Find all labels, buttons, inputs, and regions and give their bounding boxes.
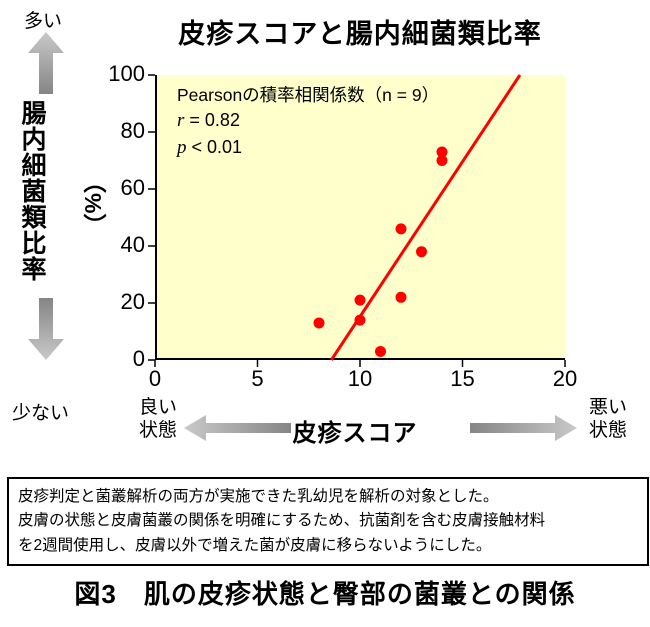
y-tick-label: 80 — [120, 118, 145, 143]
y-tick-label: 100 — [108, 61, 145, 86]
x-bad-line2: 状態 — [588, 420, 627, 442]
data-point — [436, 146, 448, 158]
data-point — [436, 155, 448, 166]
x-bad-state-label: 悪い 状態 — [576, 396, 640, 442]
x-good-state-label: 良い 状態 — [126, 396, 190, 442]
note-line: 皮疹判定と菌叢解析の両方が実施できた乳幼児を解析の対象とした。 — [18, 488, 499, 505]
r-value-line: r = 0.82 — [177, 108, 439, 135]
note-line: を2週間使用し、皮膚以外で増えた菌が皮膚に移らないようにした。 — [18, 536, 492, 554]
data-point — [313, 317, 325, 329]
chart-title: 皮疹スコアと腸内細菌類比率 — [178, 19, 542, 49]
y-tick-label: 20 — [120, 289, 145, 314]
right-arrow-icon — [470, 415, 577, 441]
note-line: 皮膚の状態と皮膚菌叢の関係を明確にするため、抗菌剤を含む皮膚接触材料 — [18, 512, 546, 530]
data-point — [395, 291, 407, 303]
scatter-plot — [148, 74, 566, 367]
data-point — [354, 314, 366, 326]
note-box: 皮疹判定と菌叢解析の両方が実施できた乳幼児を解析の対象とした。 皮膚の状態と皮膚… — [7, 477, 649, 567]
p-value: < 0.01 — [186, 136, 243, 157]
y-axis-label: 腸内細菌類比率 — [18, 100, 46, 282]
data-point — [416, 246, 427, 258]
figure-caption: 図3 肌の皮疹状態と臀部の菌叢との関係 — [74, 579, 576, 609]
y-axis-unit-label: （%） — [80, 170, 106, 237]
x-tick-label: 10 — [347, 366, 373, 391]
r-value: = 0.82 — [184, 109, 240, 130]
y-tick-label: 0 — [132, 346, 145, 371]
pearson-line: Pearsonの積率相関係数（n = 9） — [177, 85, 440, 105]
y-tick-label: 40 — [120, 232, 145, 257]
x-tick-label: 5 — [251, 366, 264, 391]
data-point — [395, 223, 407, 235]
y-tick-label: 60 — [120, 175, 145, 200]
stats-annotation: Pearsonの積率相関係数（n = 9） r = 0.82 p < 0.01 — [177, 83, 439, 162]
x-good-line2: 状態 — [138, 420, 177, 442]
down-arrow-icon — [28, 298, 64, 360]
y-less-label: 少ない — [12, 403, 70, 424]
left-arrow-icon — [184, 415, 291, 441]
x-good-line1: 良い — [138, 397, 177, 418]
data-point — [375, 345, 386, 357]
r-symbol: r — [177, 109, 185, 131]
trend-line — [330, 74, 522, 361]
x-tick-label: 15 — [450, 366, 475, 391]
y-more-label: 多い — [24, 11, 63, 32]
x-tick-label: 20 — [552, 366, 578, 391]
plot-area: Pearsonの積率相関係数（n = 9） r = 0.82 p < 0.01 — [148, 74, 566, 367]
x-tick-label: 0 — [148, 366, 162, 391]
x-bad-line1: 悪い — [588, 397, 627, 418]
p-value-line: p < 0.01 — [177, 135, 439, 162]
p-symbol: p — [177, 136, 187, 158]
up-arrow-icon — [28, 32, 64, 94]
x-axis-label: 皮疹スコア — [292, 420, 418, 447]
data-point — [354, 294, 366, 306]
